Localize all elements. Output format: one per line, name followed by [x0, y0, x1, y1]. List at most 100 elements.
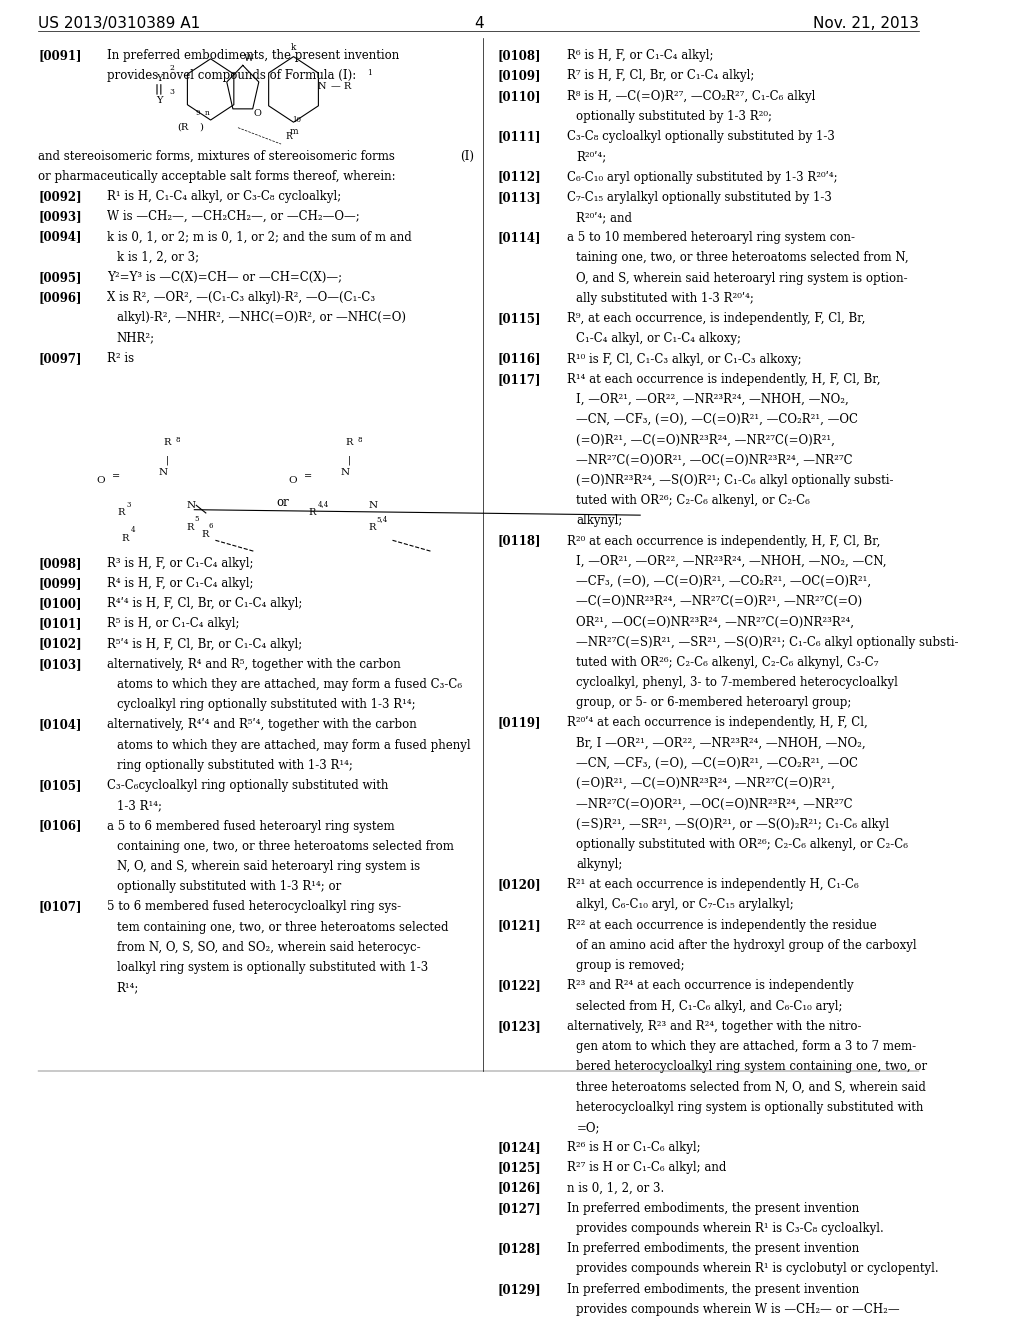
- Text: [0120]: [0120]: [498, 878, 542, 891]
- Text: group is removed;: group is removed;: [577, 960, 685, 972]
- Text: 8: 8: [175, 436, 179, 444]
- Text: ): ): [199, 123, 203, 131]
- Text: 3: 3: [126, 500, 131, 508]
- Text: C₆-C₁₀ aryl optionally substituted by 1-3 R²⁰ʹ⁴;: C₆-C₁₀ aryl optionally substituted by 1-…: [566, 170, 838, 183]
- Text: selected from H, C₁-C₆ alkyl, and C₆-C₁₀ aryl;: selected from H, C₁-C₆ alkyl, and C₆-C₁₀…: [577, 999, 843, 1012]
- Text: O: O: [288, 475, 297, 484]
- Text: alkynyl;: alkynyl;: [577, 515, 623, 527]
- Text: Br, I —OR²¹, —OR²², —NR²³R²⁴, —NHOH, —NO₂,: Br, I —OR²¹, —OR²², —NR²³R²⁴, —NHOH, —NO…: [577, 737, 866, 750]
- Text: tem containing one, two, or three heteroatoms selected: tem containing one, two, or three hetero…: [117, 920, 449, 933]
- Text: a 5 to 10 membered heteroaryl ring system con-: a 5 to 10 membered heteroaryl ring syste…: [566, 231, 855, 244]
- Text: C₁-C₄ alkyl, or C₁-C₄ alkoxy;: C₁-C₄ alkyl, or C₁-C₄ alkoxy;: [577, 333, 741, 346]
- Text: R⁴ is H, F, or C₁-C₄ alkyl;: R⁴ is H, F, or C₁-C₄ alkyl;: [108, 577, 254, 590]
- Text: cycloalkyl ring optionally substituted with 1-3 R¹⁴;: cycloalkyl ring optionally substituted w…: [117, 698, 416, 711]
- Text: N, O, and S, wherein said heteroaryl ring system is: N, O, and S, wherein said heteroaryl rin…: [117, 861, 420, 873]
- Text: alkynyl;: alkynyl;: [577, 858, 623, 871]
- Text: R⁸ is H, —C(=O)R²⁷, —CO₂R²⁷, C₁-C₆ alkyl: R⁸ is H, —C(=O)R²⁷, —CO₂R²⁷, C₁-C₆ alkyl: [566, 90, 815, 103]
- Text: R² is: R² is: [108, 351, 134, 364]
- Text: 10: 10: [292, 116, 301, 124]
- Text: N: N: [340, 469, 349, 477]
- Text: (=S)R²¹, —SR²¹, —S(O)R²¹, or —S(O)₂R²¹; C₁-C₆ alkyl: (=S)R²¹, —SR²¹, —S(O)R²¹, or —S(O)₂R²¹; …: [577, 817, 890, 830]
- Text: provides compounds wherein R¹ is cyclobutyl or cyclopentyl.: provides compounds wherein R¹ is cyclobu…: [577, 1262, 939, 1275]
- Text: O: O: [96, 475, 105, 484]
- Text: [0104]: [0104]: [38, 718, 82, 731]
- Text: R²⁶ is H or C₁-C₆ alkyl;: R²⁶ is H or C₁-C₆ alkyl;: [566, 1142, 700, 1154]
- Text: [0106]: [0106]: [38, 820, 82, 833]
- Text: 1: 1: [368, 70, 372, 78]
- Text: 4,4: 4,4: [317, 500, 329, 508]
- Text: group, or 5- or 6-membered heteroaryl group;: group, or 5- or 6-membered heteroaryl gr…: [577, 696, 852, 709]
- Text: — R: — R: [331, 82, 351, 91]
- Text: [0126]: [0126]: [498, 1181, 542, 1195]
- Text: In preferred embodiments, the present invention: In preferred embodiments, the present in…: [566, 1283, 859, 1296]
- Text: [0124]: [0124]: [498, 1142, 542, 1154]
- Text: [0101]: [0101]: [38, 618, 82, 631]
- Text: (=O)R²¹, —C(=O)NR²³R²⁴, —NR²⁷C(=O)R²¹,: (=O)R²¹, —C(=O)NR²³R²⁴, —NR²⁷C(=O)R²¹,: [577, 433, 836, 446]
- Text: heterocycloalkyl ring system is optionally substituted with: heterocycloalkyl ring system is optional…: [577, 1101, 924, 1114]
- Text: [0113]: [0113]: [498, 190, 542, 203]
- Text: R: R: [117, 508, 125, 517]
- Text: (R: (R: [177, 123, 188, 131]
- Text: k: k: [291, 42, 296, 51]
- Text: R⁷ is H, F, Cl, Br, or C₁-C₄ alkyl;: R⁷ is H, F, Cl, Br, or C₁-C₄ alkyl;: [566, 70, 754, 82]
- Text: R²⁰ʹ⁴ at each occurrence is independently, H, F, Cl,: R²⁰ʹ⁴ at each occurrence is independentl…: [566, 717, 867, 730]
- Text: N: N: [369, 500, 378, 510]
- Text: and stereoisomeric forms, mixtures of stereoisomeric forms: and stereoisomeric forms, mixtures of st…: [38, 149, 395, 162]
- Text: 9: 9: [196, 108, 200, 116]
- Text: [0091]: [0091]: [38, 49, 82, 62]
- Text: [0095]: [0095]: [38, 271, 82, 284]
- Text: N: N: [158, 469, 167, 477]
- Text: W: W: [244, 54, 254, 63]
- Text: O, and S, wherein said heteroaryl ring system is option-: O, and S, wherein said heteroaryl ring s…: [577, 272, 908, 285]
- Text: (=O)NR²³R²⁴, —S(O)R²¹; C₁-C₆ alkyl optionally substi-: (=O)NR²³R²⁴, —S(O)R²¹; C₁-C₆ alkyl optio…: [577, 474, 894, 487]
- Text: R: R: [286, 132, 293, 141]
- Text: 5,4: 5,4: [376, 515, 387, 523]
- Text: [0105]: [0105]: [38, 779, 82, 792]
- Text: alternatively, R⁴ʹ⁴ and R⁵ʹ⁴, together with the carbon: alternatively, R⁴ʹ⁴ and R⁵ʹ⁴, together w…: [108, 718, 417, 731]
- Text: In preferred embodiments, the present invention: In preferred embodiments, the present in…: [566, 1201, 859, 1214]
- Text: |: |: [348, 455, 351, 465]
- Text: R²⁰ʹ⁴;: R²⁰ʹ⁴;: [577, 150, 606, 164]
- Text: R²⁰ at each occurrence is independently, H, F, Cl, Br,: R²⁰ at each occurrence is independently,…: [566, 535, 880, 548]
- Text: [0127]: [0127]: [498, 1201, 542, 1214]
- Text: =O;: =O;: [577, 1121, 600, 1134]
- Text: bered heterocycloalkyl ring system containing one, two, or: bered heterocycloalkyl ring system conta…: [577, 1060, 928, 1073]
- Text: OR²¹, —OC(=O)NR²³R²⁴, —NR²⁷C(=O)NR²³R²⁴,: OR²¹, —OC(=O)NR²³R²⁴, —NR²⁷C(=O)NR²³R²⁴,: [577, 615, 854, 628]
- Text: 5: 5: [195, 515, 199, 523]
- Text: —NR²⁷C(=O)OR²¹, —OC(=O)NR²³R²⁴, —NR²⁷C: —NR²⁷C(=O)OR²¹, —OC(=O)NR²³R²⁴, —NR²⁷C: [577, 797, 853, 810]
- Text: R⁹, at each occurrence, is independently, F, Cl, Br,: R⁹, at each occurrence, is independently…: [566, 312, 865, 325]
- Text: loalkyl ring system is optionally substituted with 1-3: loalkyl ring system is optionally substi…: [117, 961, 428, 974]
- Text: [0110]: [0110]: [498, 90, 542, 103]
- Text: —CN, —CF₃, (=O), —C(=O)R²¹, —CO₂R²¹, —OC: —CN, —CF₃, (=O), —C(=O)R²¹, —CO₂R²¹, —OC: [577, 413, 858, 426]
- Text: three heteroatoms selected from N, O, and S, wherein said: three heteroatoms selected from N, O, an…: [577, 1081, 926, 1093]
- Text: 4: 4: [131, 525, 135, 533]
- Text: alkyl)-R², —NHR², —NHC(=O)R², or —NHC(=O): alkyl)-R², —NHR², —NHC(=O)R², or —NHC(=O…: [117, 312, 406, 325]
- Text: C₃-C₆cycloalkyl ring optionally substituted with: C₃-C₆cycloalkyl ring optionally substitu…: [108, 779, 388, 792]
- Text: R: R: [164, 438, 171, 447]
- Text: O: O: [254, 108, 261, 117]
- Text: 4: 4: [474, 16, 483, 32]
- Text: R³ is H, F, or C₁-C₄ alkyl;: R³ is H, F, or C₁-C₄ alkyl;: [108, 557, 254, 570]
- Text: tuted with OR²⁶; C₂-C₆ alkenyl, C₂-C₆ alkynyl, C₃-C₇: tuted with OR²⁶; C₂-C₆ alkenyl, C₂-C₆ al…: [577, 656, 879, 669]
- Text: k is 1, 2, or 3;: k is 1, 2, or 3;: [117, 251, 199, 264]
- Text: [0109]: [0109]: [498, 70, 542, 82]
- Text: optionally substituted with 1-3 R¹⁴; or: optionally substituted with 1-3 R¹⁴; or: [117, 880, 341, 894]
- Text: [0125]: [0125]: [498, 1162, 542, 1175]
- Text: W is —CH₂—, —CH₂CH₂—, or —CH₂—O—;: W is —CH₂—, —CH₂CH₂—, or —CH₂—O—;: [108, 210, 360, 223]
- Text: Nov. 21, 2013: Nov. 21, 2013: [813, 16, 920, 32]
- Text: =: =: [303, 473, 311, 482]
- Text: R²² at each occurrence is independently the residue: R²² at each occurrence is independently …: [566, 919, 877, 932]
- Text: [0111]: [0111]: [498, 131, 542, 143]
- Text: provides compounds wherein R¹ is C₃-C₈ cycloalkyl.: provides compounds wherein R¹ is C₃-C₈ c…: [577, 1222, 884, 1236]
- Text: [0092]: [0092]: [38, 190, 82, 203]
- Text: m: m: [289, 127, 298, 136]
- Text: I, —OR²¹, —OR²², —NR²³R²⁴, —NHOH, —NO₂,: I, —OR²¹, —OR²², —NR²³R²⁴, —NHOH, —NO₂,: [577, 393, 849, 407]
- Text: R⁶ is H, F, or C₁-C₄ alkyl;: R⁶ is H, F, or C₁-C₄ alkyl;: [566, 49, 714, 62]
- Text: US 2013/0310389 A1: US 2013/0310389 A1: [38, 16, 201, 32]
- Text: C₇-C₁₅ arylalkyl optionally substituted by 1-3: C₇-C₁₅ arylalkyl optionally substituted …: [566, 190, 831, 203]
- Text: atoms to which they are attached, may form a fused C₃-C₆: atoms to which they are attached, may fo…: [117, 678, 462, 690]
- Text: R: R: [122, 533, 129, 543]
- Text: 2: 2: [169, 63, 174, 71]
- Text: or pharmaceutically acceptable salt forms thereof, wherein:: or pharmaceutically acceptable salt form…: [38, 170, 396, 182]
- Text: [0123]: [0123]: [498, 1020, 542, 1032]
